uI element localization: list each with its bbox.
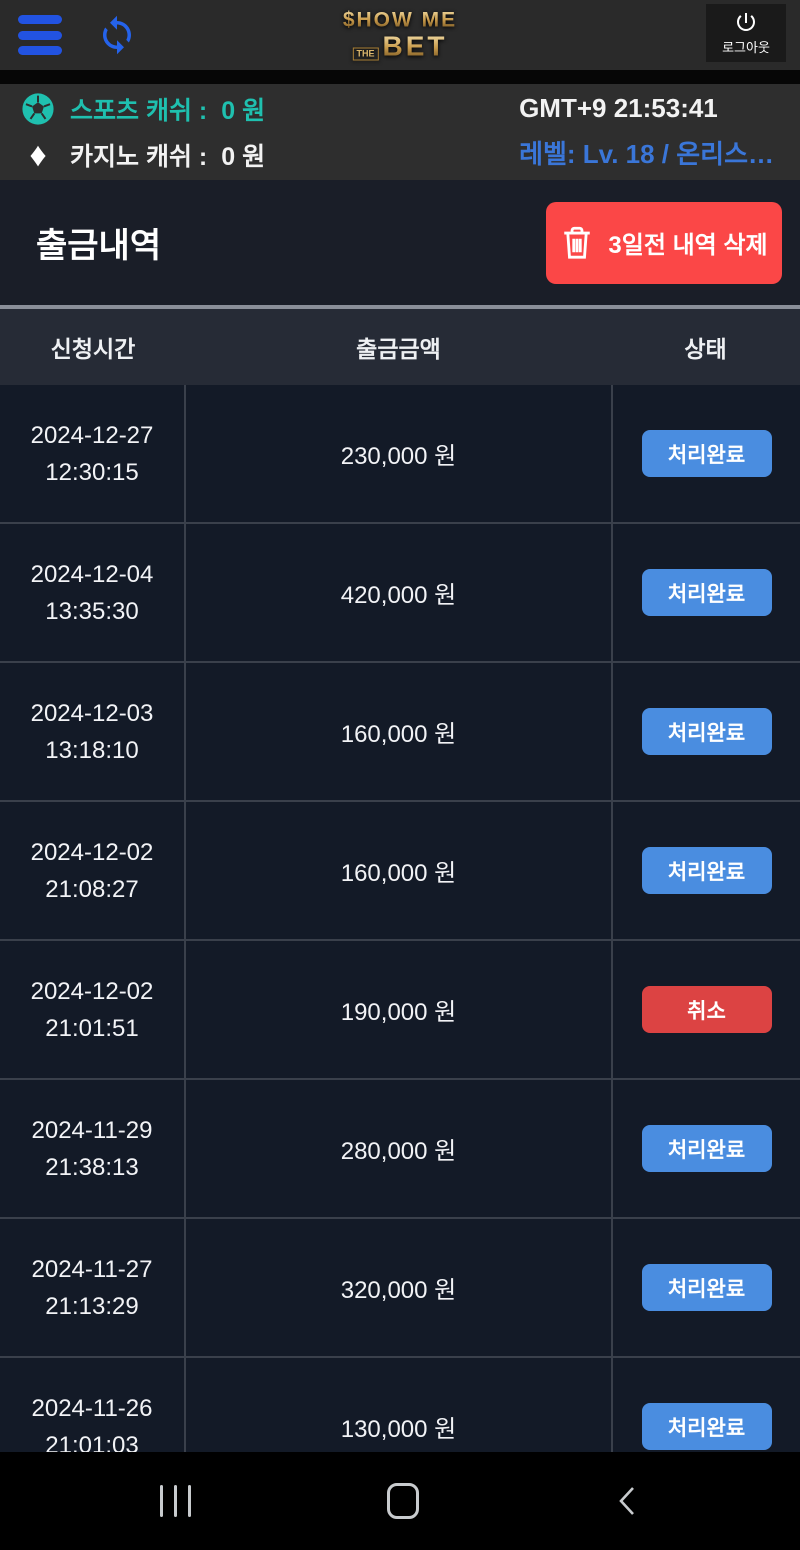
logout-label: 로그아웃 [722, 40, 770, 55]
user-level[interactable]: 레벨: Lv. 18 / 온리스… [519, 139, 774, 169]
column-header-amount: 출금금액 [356, 336, 441, 362]
back-icon[interactable] [614, 1484, 640, 1518]
row-status-cell: 처리완료 [613, 1080, 800, 1217]
row-time: 12:30:15 [45, 458, 139, 486]
row-amount-cell: 280,000 원 [186, 1080, 613, 1217]
row-time: 13:35:30 [45, 597, 139, 625]
recents-icon[interactable] [160, 1485, 191, 1517]
row-amount-cell: 160,000 원 [186, 802, 613, 939]
row-date: 2024-11-29 [31, 1116, 153, 1144]
row-status-button[interactable]: 처리완료 [641, 1403, 772, 1450]
trash-icon [564, 226, 591, 259]
row-status-button[interactable]: 처리완료 [641, 430, 772, 477]
table-row: 2024-11-29 21:38:13 280,000 원 처리완료 [0, 1080, 800, 1219]
row-status-button[interactable]: 처리완료 [641, 1125, 772, 1172]
soccer-ball-icon [20, 92, 56, 126]
row-amount-cell: 130,000 원 [186, 1358, 613, 1495]
row-amount-cell: 160,000 원 [186, 663, 613, 800]
row-time: 21:08:27 [45, 875, 139, 903]
row-request-time-cell: 2024-12-04 13:35:30 [0, 524, 186, 661]
table-row: 2024-12-02 21:08:27 160,000 원 처리완료 [0, 802, 800, 941]
row-date: 2024-11-27 [31, 1255, 153, 1283]
table-row: 2024-11-27 21:13:29 320,000 원 처리완료 [0, 1219, 800, 1358]
menu-bar [18, 30, 62, 40]
row-status-cell: 처리완료 [613, 1358, 800, 1495]
row-amount-cell: 420,000 원 [186, 524, 613, 661]
table-row: 2024-12-04 13:35:30 420,000 원 처리완료 [0, 524, 800, 663]
diamond-icon: ♦ [29, 136, 47, 174]
top-bar: $HOW ME THE BET 로그아웃 [0, 0, 800, 70]
delete-history-label: 3일전 내역 삭제 [608, 232, 768, 259]
logout-button[interactable]: 로그아웃 [706, 4, 786, 62]
row-status-cell: 처리완료 [613, 524, 800, 661]
row-status-cell: 처리완료 [613, 1219, 800, 1356]
row-request-time-cell: 2024-12-02 21:08:27 [0, 802, 186, 939]
row-request-time-cell: 2024-11-27 21:13:29 [0, 1219, 186, 1356]
row-time: 13:18:10 [45, 736, 139, 764]
row-time: 21:01:51 [45, 1014, 139, 1042]
row-request-time-cell: 2024-11-29 21:38:13 [0, 1080, 186, 1217]
row-status-button[interactable]: 처리완료 [641, 1264, 772, 1311]
casino-cash-value: 0 원 [221, 143, 266, 171]
row-status-cell: 처리완료 [613, 802, 800, 939]
server-time: GMT+9 21:53:41 [519, 93, 718, 123]
casino-cash-row: ♦ 카지노 캐쉬 : 0 원 [20, 137, 265, 173]
row-date: 2024-12-27 [30, 421, 154, 449]
menu-bar [18, 15, 62, 24]
table-header: 신청시간 출금금액 상태 [0, 309, 800, 385]
row-status-cell: 처리완료 [613, 663, 800, 800]
sports-cash-label: 스포츠 캐쉬 : [70, 97, 208, 125]
home-icon[interactable] [386, 1483, 419, 1519]
sports-cash-value: 0 원 [221, 97, 266, 125]
row-amount-cell: 320,000 원 [186, 1219, 613, 1356]
page-title: 출금내역 [36, 227, 162, 265]
row-date: 2024-11-26 [31, 1394, 153, 1422]
row-status-button[interactable]: 취소 [641, 986, 772, 1033]
row-request-time-cell: 2024-12-02 21:01:51 [0, 941, 186, 1078]
page-header: 출금내역 3일전 내역 삭제 [0, 180, 800, 305]
row-status-button[interactable]: 처리완료 [641, 847, 772, 894]
section-divider [0, 305, 800, 309]
brand-logo-the: THE [352, 47, 379, 61]
menu-bar [18, 46, 62, 55]
row-date: 2024-12-03 [30, 699, 154, 727]
brand-logo-line1: $HOW ME [342, 8, 458, 32]
row-status-cell: 처리완료 [613, 385, 800, 522]
row-time: 21:38:13 [45, 1153, 139, 1181]
refresh-icon[interactable] [94, 14, 140, 58]
topbar-divider [0, 70, 800, 84]
power-icon [737, 13, 755, 31]
menu-icon[interactable] [14, 13, 66, 57]
row-request-time-cell: 2024-12-27 12:30:15 [0, 385, 186, 522]
row-amount-cell: 230,000 원 [186, 385, 613, 522]
casino-cash-label: 카지노 캐쉬 : [70, 143, 208, 171]
brand-logo-line2: BET [382, 30, 448, 62]
row-date: 2024-12-02 [30, 977, 154, 1005]
row-request-time-cell: 2024-11-26 21:01:03 [0, 1358, 186, 1495]
table-row: 2024-12-27 12:30:15 230,000 원 처리완료 [0, 385, 800, 524]
table-row: 2024-12-02 21:01:51 190,000 원 취소 [0, 941, 800, 1080]
withdrawal-table: 2024-12-27 12:30:15 230,000 원 처리완료 2024-… [0, 385, 800, 1497]
delete-history-button[interactable]: 3일전 내역 삭제 [546, 201, 782, 284]
android-nav-bar [0, 1452, 800, 1550]
sports-cash-row: 스포츠 캐쉬 : 0 원 [20, 91, 265, 127]
row-date: 2024-12-04 [30, 560, 154, 588]
row-time: 21:13:29 [45, 1292, 139, 1320]
row-amount-cell: 190,000 원 [186, 941, 613, 1078]
brand-logo[interactable]: $HOW ME THE BET [343, 10, 457, 61]
column-header-request-time: 신청시간 [50, 336, 136, 362]
column-header-status: 상태 [684, 336, 727, 362]
row-status-button[interactable]: 처리완료 [641, 569, 772, 616]
row-date: 2024-12-02 [30, 838, 154, 866]
row-status-button[interactable]: 처리완료 [641, 708, 772, 755]
row-status-cell: 취소 [613, 941, 800, 1078]
row-request-time-cell: 2024-12-03 13:18:10 [0, 663, 186, 800]
cash-bar: 스포츠 캐쉬 : 0 원 ♦ 카지노 캐쉬 : 0 원 GMT+9 21:53:… [0, 84, 800, 180]
table-row: 2024-12-03 13:18:10 160,000 원 처리완료 [0, 663, 800, 802]
